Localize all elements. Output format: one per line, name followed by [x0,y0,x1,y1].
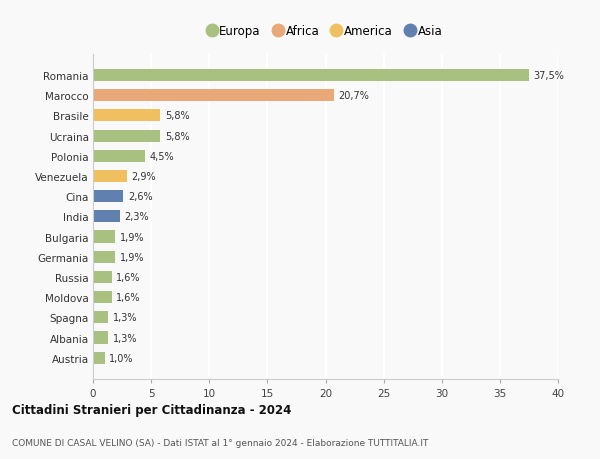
Text: 2,3%: 2,3% [124,212,149,222]
Text: 20,7%: 20,7% [338,91,369,101]
Bar [93,291,112,303]
Text: COMUNE DI CASAL VELINO (SA) - Dati ISTAT al 1° gennaio 2024 - Elaborazione TUTTI: COMUNE DI CASAL VELINO (SA) - Dati ISTAT… [12,438,428,447]
Text: 1,6%: 1,6% [116,292,141,302]
Text: 2,6%: 2,6% [128,192,152,202]
Text: 1,3%: 1,3% [113,313,137,323]
Bar [93,231,115,243]
Bar [93,130,160,142]
Bar [93,211,120,223]
Text: 5,8%: 5,8% [165,111,190,121]
Text: 1,3%: 1,3% [113,333,137,343]
Text: 37,5%: 37,5% [533,71,565,81]
Bar [93,251,115,263]
Text: 1,0%: 1,0% [109,353,134,363]
Text: Cittadini Stranieri per Cittadinanza - 2024: Cittadini Stranieri per Cittadinanza - 2… [12,403,292,416]
Bar [93,271,112,283]
Bar [93,171,127,183]
Bar [93,70,529,82]
Text: 1,6%: 1,6% [116,272,141,282]
Bar [93,312,108,324]
Bar [93,90,334,102]
Text: 1,9%: 1,9% [120,232,144,242]
Text: 4,5%: 4,5% [150,151,175,162]
Text: 1,9%: 1,9% [120,252,144,262]
Text: 5,8%: 5,8% [165,131,190,141]
Bar [93,332,108,344]
Bar [93,190,123,203]
Legend: Europa, Africa, America, Asia: Europa, Africa, America, Asia [209,25,442,39]
Bar [93,151,145,162]
Bar [93,110,160,122]
Text: 2,9%: 2,9% [131,172,156,182]
Bar [93,352,104,364]
